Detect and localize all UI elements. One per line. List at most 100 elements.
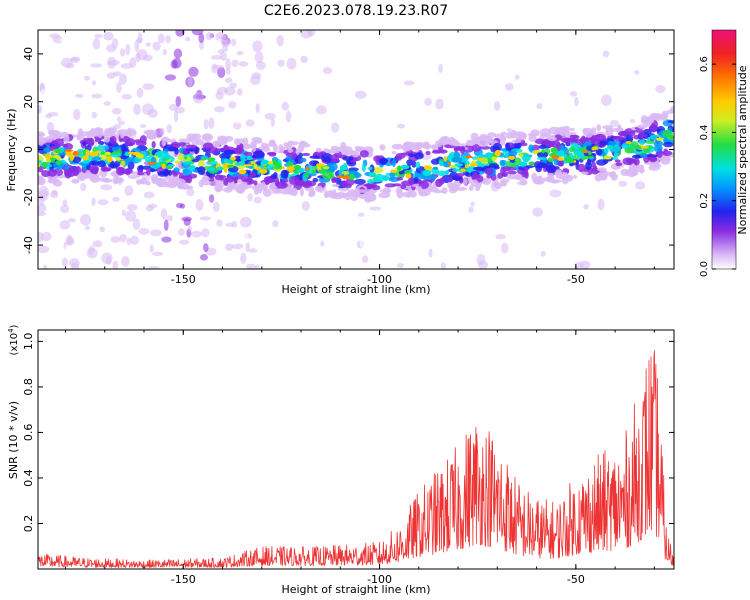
heatmap-cell xyxy=(85,130,95,139)
heatmap-cell xyxy=(499,136,506,146)
svg-text:(x104): (x104) xyxy=(7,324,20,355)
heatmap-cell xyxy=(223,177,229,186)
heatmap-cell xyxy=(596,159,607,166)
heatmap-cell xyxy=(208,117,215,129)
heatmap-cell xyxy=(186,188,195,197)
heatmap-cell xyxy=(647,137,651,142)
heatmap-cell xyxy=(433,166,439,170)
heatmap-cell xyxy=(276,34,284,47)
heatmap-cell xyxy=(120,132,125,139)
heatmap-cell xyxy=(38,245,50,254)
heatmap-cell xyxy=(210,54,223,60)
heatmap-cell xyxy=(655,137,664,142)
heatmap-cell xyxy=(231,38,237,47)
heatmap-cell xyxy=(639,153,648,158)
heatmap-cell xyxy=(77,148,84,153)
heatmap-cell xyxy=(404,170,411,174)
heatmap-cell xyxy=(80,182,87,192)
heatmap-cell xyxy=(214,187,223,192)
heatmap-cell xyxy=(391,158,396,168)
heatmap-cell xyxy=(91,111,98,119)
x-tick-label: -100 xyxy=(367,273,392,286)
heatmap-cell xyxy=(109,135,117,145)
heatmap-cell xyxy=(59,220,71,230)
heatmap-cell xyxy=(254,264,260,269)
heatmap-cell xyxy=(236,88,243,96)
heatmap-cell xyxy=(294,156,304,164)
heatmap-cell xyxy=(435,98,444,110)
heatmap-cell xyxy=(119,48,126,57)
heatmap-cell xyxy=(224,77,233,84)
heatmap-cell xyxy=(626,170,637,178)
heatmap-cell xyxy=(357,212,365,217)
heatmap-cell xyxy=(72,67,81,77)
heatmap-cell xyxy=(190,230,202,238)
heatmap-cell xyxy=(536,156,548,161)
heatmap-cell xyxy=(63,245,73,257)
heatmap-cell xyxy=(661,113,668,122)
heatmap-cell xyxy=(208,194,215,203)
heatmap-cell xyxy=(622,157,634,166)
heatmap-cell xyxy=(173,48,183,59)
heatmap-cell xyxy=(396,263,404,269)
heatmap-cell xyxy=(136,87,144,98)
heatmap-cell xyxy=(603,147,609,154)
heatmap-cell xyxy=(111,107,122,115)
heatmap-cell xyxy=(488,163,500,169)
heatmap-cell xyxy=(173,167,180,173)
heatmap-cell xyxy=(120,160,126,166)
heatmap-cell xyxy=(79,214,92,226)
heatmap-cell xyxy=(137,172,145,176)
heatmap-cell xyxy=(433,189,443,194)
heatmap-cell xyxy=(625,140,632,144)
heatmap-cell xyxy=(95,150,102,154)
heatmap-cell xyxy=(65,177,72,190)
heatmap-cell xyxy=(38,260,44,269)
heatmap-cell xyxy=(584,129,593,138)
heatmap-cell xyxy=(405,64,412,70)
heatmap-cell xyxy=(65,234,73,246)
heatmap-cell xyxy=(398,170,405,175)
heatmap-cell xyxy=(507,155,516,160)
heatmap-cell xyxy=(187,75,193,88)
heatmap-cell xyxy=(232,183,242,191)
heatmap-cell xyxy=(245,259,257,265)
heatmap-cell xyxy=(663,141,674,148)
heatmap-cell xyxy=(641,146,649,149)
heatmap-cell xyxy=(666,109,674,114)
heatmap-cell xyxy=(255,61,266,70)
heatmap-cell xyxy=(164,182,170,188)
heatmap-cell xyxy=(528,144,534,152)
heatmap-cell xyxy=(97,199,109,206)
heatmap-cell xyxy=(105,128,115,137)
heatmap-cell xyxy=(328,190,333,194)
heatmap-cell xyxy=(174,160,181,164)
heatmap-cell xyxy=(440,262,447,269)
heatmap-cell xyxy=(149,244,154,253)
heatmap-cell xyxy=(326,114,338,119)
heatmap-cell xyxy=(64,164,69,171)
heatmap-cell xyxy=(402,142,413,148)
heatmap-cell xyxy=(170,143,179,147)
heatmap-cell xyxy=(555,223,563,232)
heatmap-cell xyxy=(365,189,377,194)
heatmap-cell xyxy=(509,159,516,163)
heatmap-cell xyxy=(369,206,382,211)
heatmap-cell xyxy=(396,165,402,172)
heatmap-cell xyxy=(459,204,466,216)
heatmap-cell xyxy=(662,150,673,156)
heatmap-cell xyxy=(87,140,94,146)
snr-x-axis-label: Height of straight line (km) xyxy=(281,583,430,596)
heatmap-cell xyxy=(634,69,640,75)
heatmap-cell xyxy=(372,176,381,183)
heatmap-cell xyxy=(475,183,482,189)
heatmap-cell xyxy=(214,174,223,181)
heatmap-cell xyxy=(119,233,127,243)
heatmap-cell xyxy=(346,199,354,206)
heatmap-cell xyxy=(116,116,122,122)
heatmap-cell xyxy=(228,237,240,245)
heatmap-cell xyxy=(127,174,139,179)
heatmap-cell xyxy=(401,180,413,186)
heatmap-cell xyxy=(471,144,482,152)
heatmap-cell xyxy=(164,139,177,143)
